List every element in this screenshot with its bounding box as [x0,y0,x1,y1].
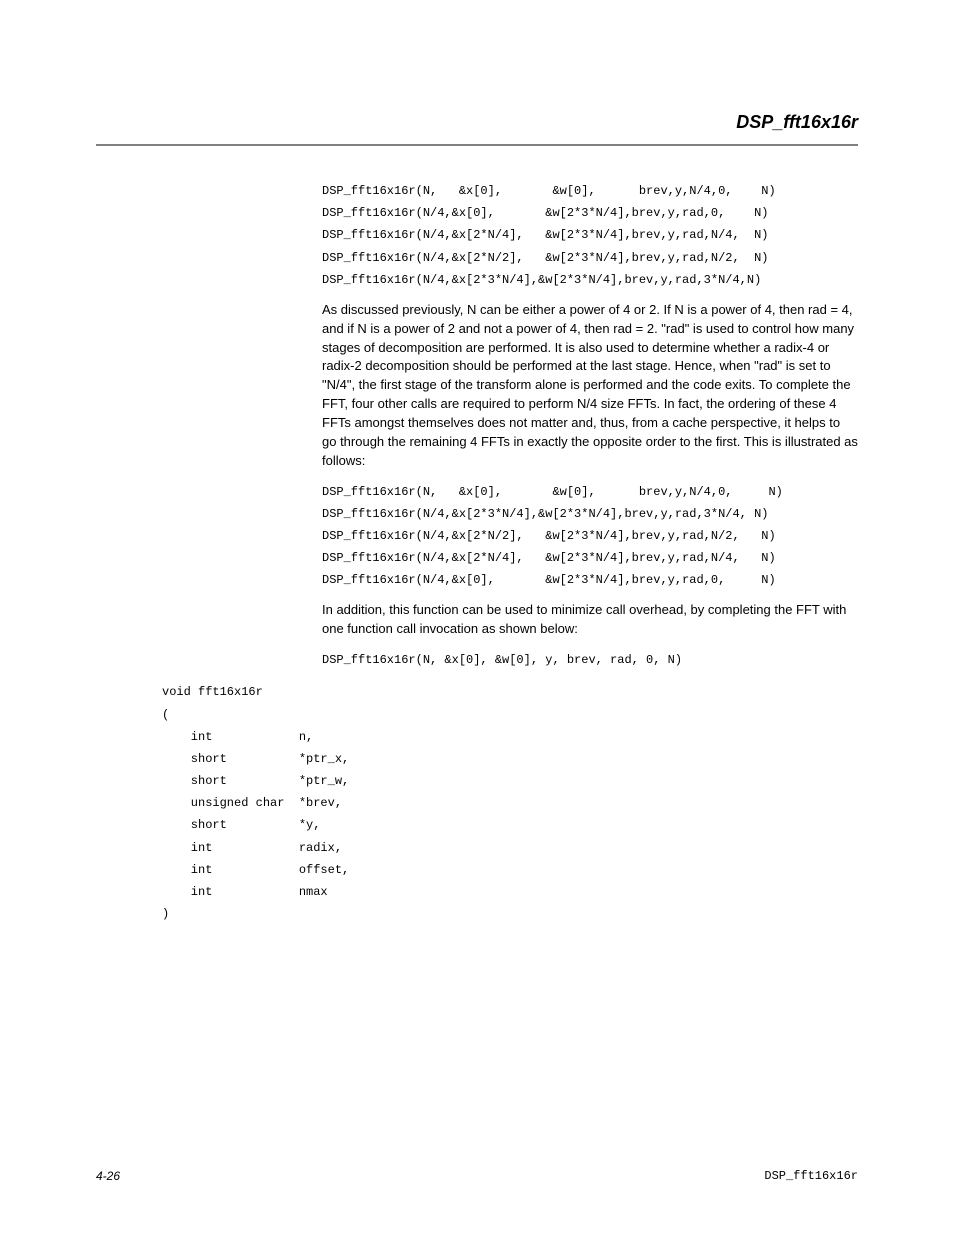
code-block-2: DSP_fft16x16r(N, &x[0], &w[0], brev,y,N/… [322,481,858,592]
code-block-1: DSP_fft16x16r(N, &x[0], &w[0], brev,y,N/… [322,180,858,291]
paragraph-2: In addition, this function can be used t… [322,601,858,639]
header-rule [96,144,858,146]
paragraph-1: As discussed previously, N can be either… [322,301,858,471]
footer-page-number: 4-26 [96,1169,120,1183]
page: DSP_fft16x16r DSP_fft16x16r(N, &x[0], &w… [0,0,954,1235]
footer-right: DSP_fft16x16r [764,1168,858,1183]
page-content: DSP_fft16x16r(N, &x[0], &w[0], brev,y,N/… [96,170,858,935]
code-block-3: DSP_fft16x16r(N, &x[0], &w[0], y, brev, … [322,649,858,671]
footer-right-label: DSP_fft16x16r [764,1169,858,1183]
page-header-title: DSP_fft16x16r [736,112,858,133]
code-block-4: void fft16x16r ( int n, short *ptr_x, sh… [162,681,858,925]
